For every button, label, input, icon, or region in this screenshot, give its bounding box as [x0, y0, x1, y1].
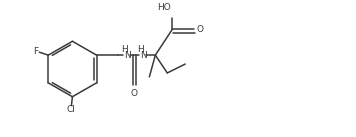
Text: F: F: [33, 47, 38, 56]
Text: H: H: [137, 45, 144, 54]
Text: HO: HO: [157, 3, 171, 12]
Text: H: H: [122, 45, 128, 54]
Text: O: O: [131, 89, 138, 98]
Text: N: N: [141, 51, 147, 60]
Text: N: N: [125, 51, 131, 60]
Text: O: O: [197, 25, 204, 34]
Text: Cl: Cl: [67, 105, 76, 114]
